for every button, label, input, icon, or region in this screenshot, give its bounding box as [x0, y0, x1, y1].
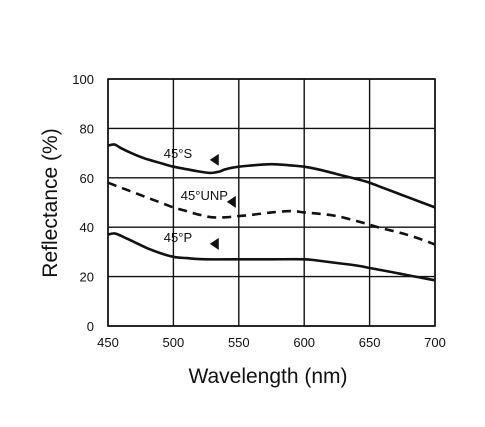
- tick-layer: 450 500 550 600 650 700 0 20 40 60 80 100: [72, 72, 446, 350]
- plot-frame: [107, 78, 436, 327]
- annotation-label: 45°P: [164, 230, 192, 245]
- x-tick-label: 550: [228, 335, 250, 350]
- annotation-layer: 45°S 45°UNP 45°P: [164, 146, 236, 250]
- series-line-1: [107, 181, 436, 246]
- x-tick-label: 600: [293, 335, 315, 350]
- series-line-2: [107, 232, 436, 282]
- x-tick-label: 450: [97, 335, 119, 350]
- annotation-pointer: [226, 195, 236, 208]
- y-tick-label: 80: [80, 121, 94, 136]
- annotation-pointer: [209, 153, 219, 166]
- x-tick-label: 650: [359, 335, 381, 350]
- annotation-label: 45°UNP: [181, 188, 228, 203]
- y-tick-label: 60: [80, 171, 94, 186]
- x-axis-title: Wavelength (nm): [188, 365, 347, 388]
- annotation-pointer: [209, 237, 219, 250]
- x-tick-label: 700: [424, 335, 446, 350]
- y-tick-label: 0: [87, 319, 94, 334]
- series-layer: [107, 143, 436, 282]
- series-line-0: [107, 143, 436, 209]
- y-tick-label: 40: [80, 220, 94, 235]
- annotation-label: 45°S: [164, 146, 193, 161]
- x-tick-label: 500: [163, 335, 185, 350]
- y-tick-label: 20: [80, 270, 94, 285]
- y-tick-label: 100: [72, 72, 94, 87]
- y-axis-title: Reflectance (%): [39, 128, 62, 277]
